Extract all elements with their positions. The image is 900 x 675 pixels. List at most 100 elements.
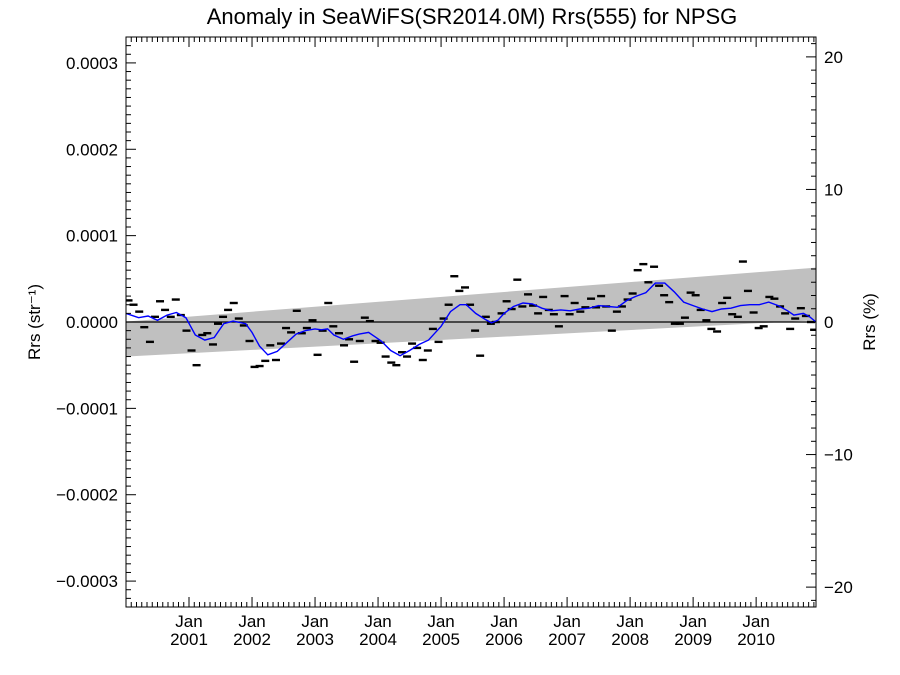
x-tick-year-label: 2007 [548,630,586,649]
right-tick-label: −10 [824,446,853,465]
data-point [786,327,795,331]
data-point [612,310,621,313]
right-tick-label: 0 [824,313,833,332]
data-point [203,332,212,335]
x-tick-year-label: 2005 [422,630,460,649]
x-tick-year-label: 2008 [611,630,649,649]
data-point [680,316,689,319]
scatter-points [126,260,816,369]
data-point [297,332,306,335]
data-point [423,349,432,352]
data-point [455,289,464,293]
x-tick-month-label: Jan [364,612,391,631]
x-tick-year-label: 2002 [233,630,271,649]
x-tick-month-label: Jan [175,612,202,631]
data-point [126,299,133,302]
data-point [665,300,674,304]
right-axis-label: Rrs (%) [860,293,879,351]
left-tick-label: 0.0001 [66,227,118,246]
right-tick-label: −20 [824,578,853,597]
left-axis-label: Rrs (str⁻¹) [25,284,44,360]
left-y-axis: 0.0003 0.0002 0.0001 0.0000 −0.0001 −0.0002 −0… [56,36,136,608]
data-point [239,324,248,327]
data-point [660,294,669,297]
left-tick-label: 0.0003 [66,54,118,73]
data-point [565,313,574,316]
data-point [675,322,684,325]
data-point [277,342,286,345]
data-point [738,260,747,263]
data-point [271,358,280,362]
left-tick-label: 0.0002 [66,140,118,159]
data-point [518,305,527,308]
data-point [444,303,453,306]
data-point [628,292,637,295]
x-tick-year-label: 2003 [296,630,334,649]
data-point [791,317,800,320]
data-point [166,315,175,319]
data-point [554,325,563,328]
data-point [187,349,196,352]
data-point [765,295,774,299]
data-point [633,268,642,272]
right-tick-label: 10 [824,180,843,199]
data-point [350,360,359,363]
data-point [560,294,569,298]
data-point [581,306,590,309]
data-point [403,355,412,358]
data-point [481,315,490,319]
data-point [770,297,779,300]
data-point [214,322,222,325]
data-point [524,293,533,296]
data-point [261,359,270,363]
data-point [513,278,522,281]
data-point [345,338,354,341]
data-point [392,363,401,367]
data-point [318,329,327,332]
data-point [434,340,443,344]
data-point [198,333,207,337]
data-point [129,303,138,306]
data-point [759,325,768,328]
data-point [161,308,170,312]
x-tick-month-label: Jan [238,612,265,631]
data-point [387,361,396,364]
data-point [597,294,606,298]
data-point [781,312,790,315]
data-point [208,343,217,346]
data-point [324,301,333,305]
data-point [617,305,626,308]
data-point [171,298,180,301]
x-tick-month-label: Jan [679,612,706,631]
x-tick-month-label: Jan [616,612,643,631]
data-point [245,339,254,343]
data-point [413,346,422,350]
right-tick-label: 20 [824,48,843,67]
x-tick-month-label: Jan [553,612,580,631]
data-point [292,309,301,312]
data-point [810,328,816,331]
data-point [182,329,191,332]
chart-title: Anomaly in SeaWiFS(SR2014.0M) Rrs(555) f… [207,4,738,29]
data-point [140,325,149,329]
data-point [743,289,752,293]
data-point [439,317,448,320]
data-point [229,301,238,305]
data-point [534,312,543,315]
data-point [728,313,737,316]
data-point [365,319,374,323]
smoothed-line [126,282,816,357]
data-point [707,327,716,331]
data-point [476,354,485,357]
left-tick-label: −0.0001 [56,399,118,418]
data-point [491,320,500,324]
data-point [529,304,538,307]
data-point [471,329,480,332]
data-point [376,341,385,344]
data-point [796,306,805,310]
data-point [302,326,311,330]
left-tick-label: 0.0000 [66,313,118,332]
data-point [371,339,380,343]
data-point [607,329,616,332]
